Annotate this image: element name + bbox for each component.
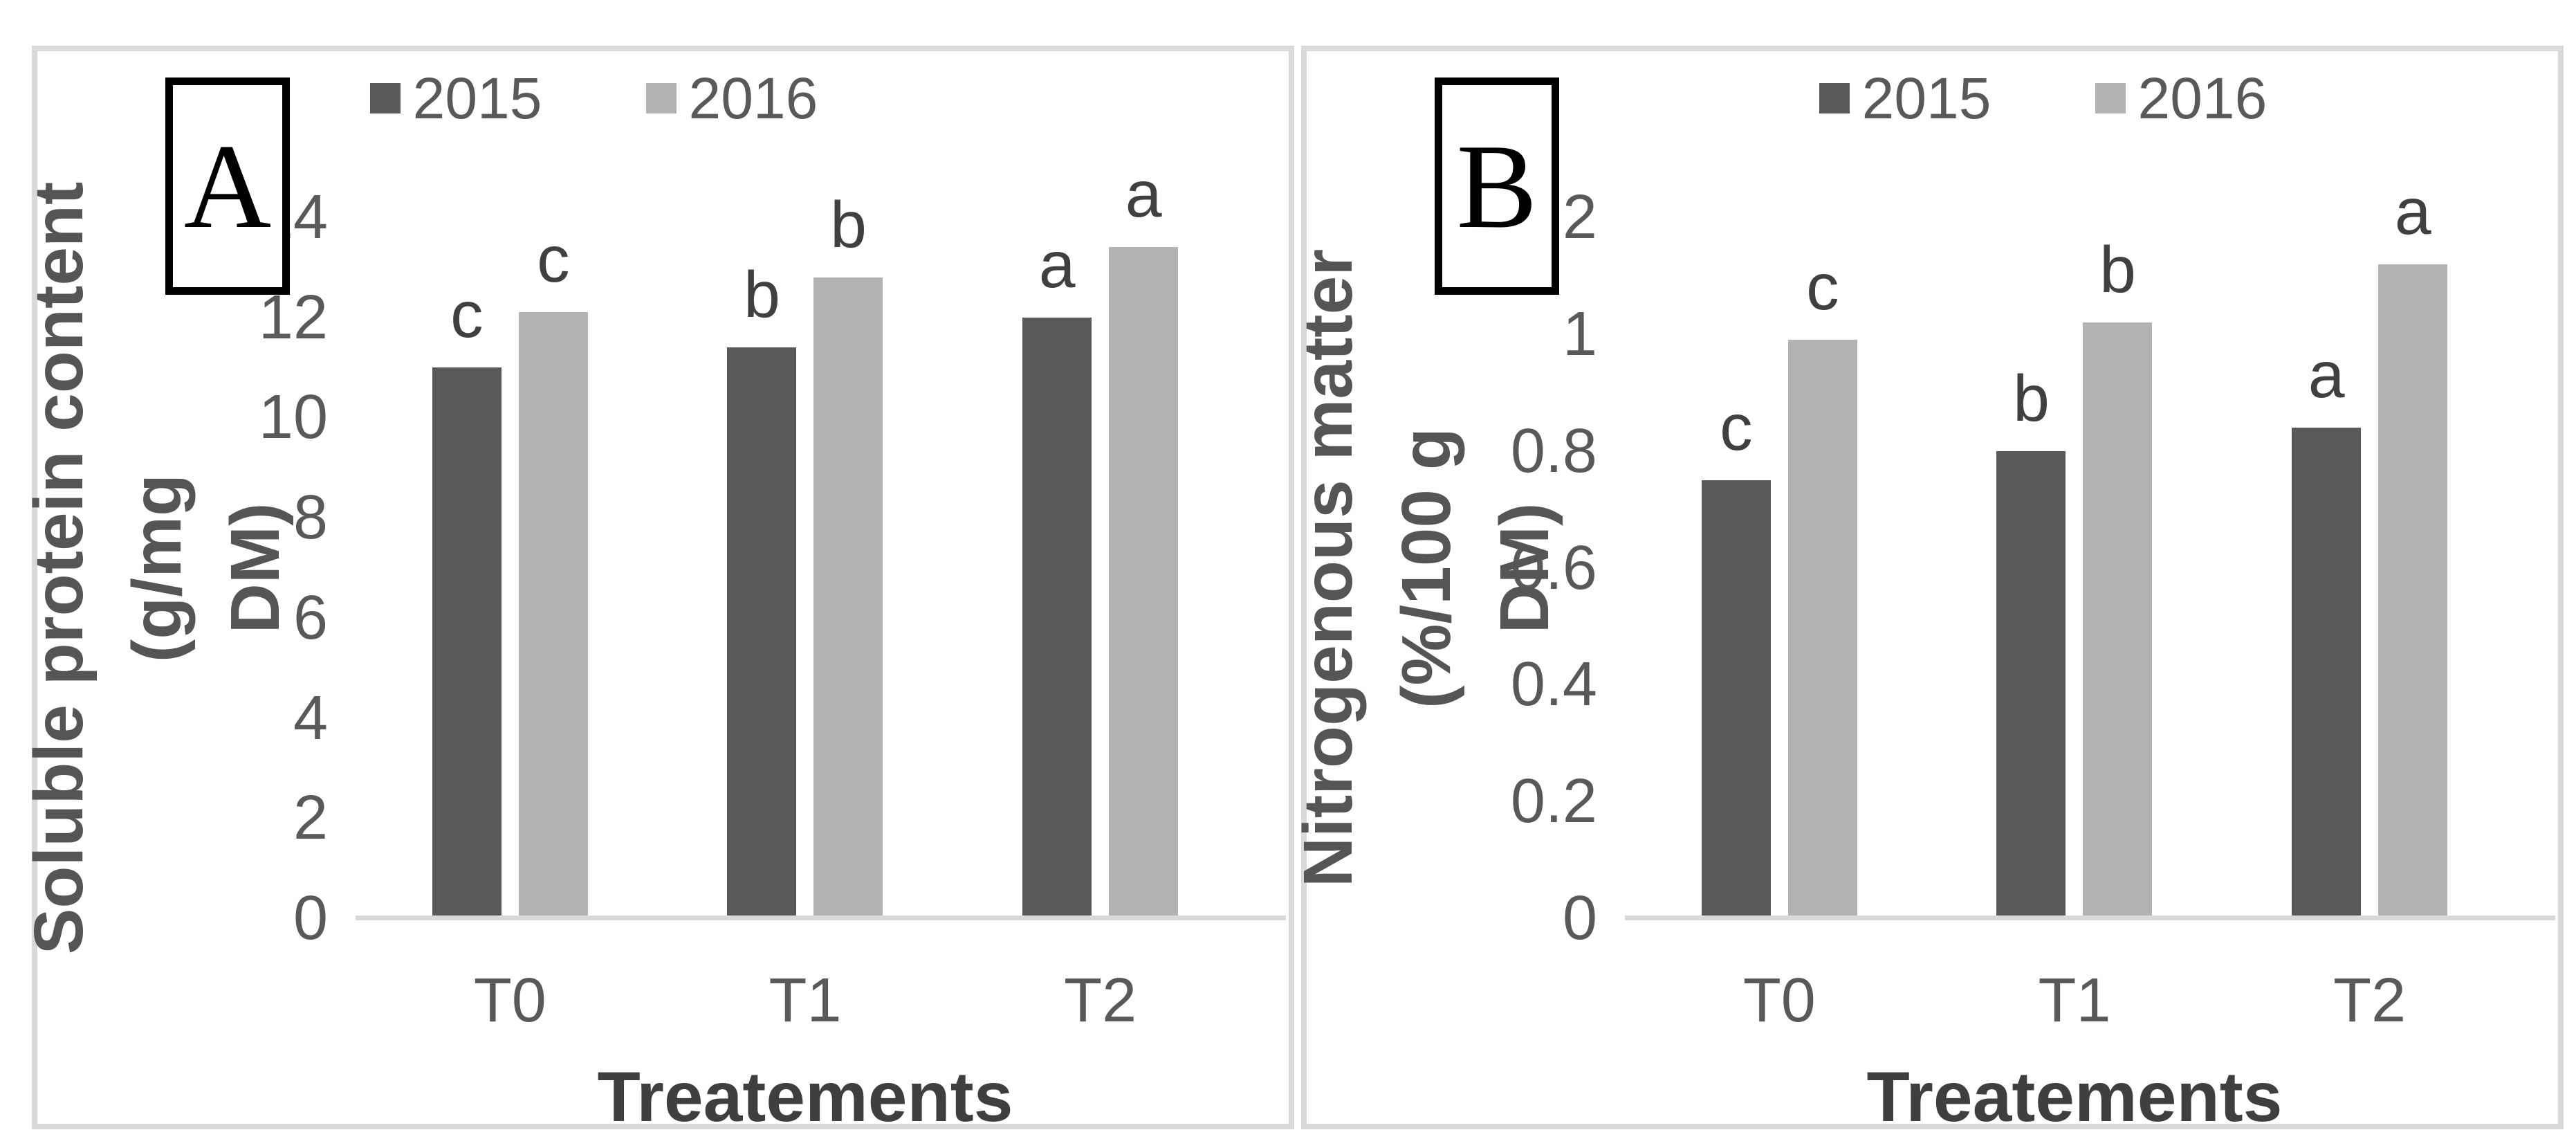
bar-2016-T2 (2378, 264, 2448, 918)
x-category-label: T0 (473, 966, 546, 1035)
bar-2016-T0 (518, 312, 588, 918)
panel-label: A (183, 118, 272, 253)
bar-2016-T2 (1109, 247, 1179, 918)
bar-2015-T0 (432, 367, 502, 918)
y-tick-label: 2 (293, 783, 328, 853)
significance-letter: b (830, 188, 867, 262)
significance-letter: a (1125, 158, 1162, 232)
y-tick-label: 0.2 (1510, 767, 1597, 837)
significance-letter: b (2013, 361, 2050, 435)
bar-2015-T0 (1701, 480, 1771, 918)
x-category-label: T1 (769, 966, 842, 1035)
bar-2016-T0 (1787, 340, 1857, 918)
panel-label-box-b: B (1435, 78, 1559, 295)
bar-slot: a (1022, 217, 1092, 918)
bar-slot: a (2378, 179, 2448, 918)
legend-label: 2015 (1861, 66, 1991, 131)
significance-letter: c (1720, 390, 1753, 464)
legend-item-2015: 2015 (1819, 69, 1991, 127)
legend-swatch-icon (645, 83, 677, 113)
bar-slot: c (432, 217, 502, 918)
x-axis-line-a (356, 915, 1286, 920)
significance-letter: c (450, 278, 484, 352)
legend-swatch-icon (1819, 83, 1850, 113)
panel-label: B (1456, 118, 1538, 253)
bar-2015-T2 (1022, 317, 1092, 918)
legend-swatch-icon (2095, 83, 2126, 113)
legend-label: 2015 (412, 66, 542, 131)
x-category-label: T1 (2038, 966, 2111, 1035)
bar-slot: a (1109, 162, 1179, 918)
panel-b: B 2015 2016 Nitrogenous matter (%/100 g D… (1289, 46, 2564, 1136)
bar-2016-T1 (2083, 322, 2153, 918)
y-tick-label: 8 (293, 483, 328, 553)
legend-label: 2016 (688, 66, 818, 131)
bar-2015-T1 (727, 347, 797, 918)
x-category-label: T2 (2333, 966, 2407, 1035)
x-category-label: T0 (1742, 966, 1816, 1035)
y-axis-ticks-b: 00.20.40.60.811.2 (1445, 186, 1597, 949)
legend-item-2016: 2016 (645, 66, 818, 131)
y-tick-label: 0.4 (1510, 650, 1597, 720)
bar-slot: b (813, 192, 883, 918)
x-axis-title-b: Treatements (1866, 1057, 2283, 1136)
bar-slot: c (1787, 217, 1857, 918)
legend-swatch-icon (369, 83, 401, 113)
panel-label-box-a: A (165, 78, 290, 295)
two-panel-bar-figure: A 2015 2016 Soluble protein content (g/mg… (20, 46, 2564, 1136)
significance-letter: c (1806, 250, 1839, 325)
x-category-labels-b: T0 T1 T2 (1632, 965, 2517, 1048)
bar-2015-T1 (1996, 450, 2066, 918)
bar-slot: b (1996, 217, 2066, 918)
bar-2015-T2 (2292, 427, 2362, 918)
legend-b: 2015 2016 (1417, 69, 2576, 127)
legend-label: 2016 (2137, 66, 2267, 131)
legend-item-2015: 2015 (369, 66, 542, 131)
y-tick-label: 1 (1562, 299, 1597, 369)
y-tick-label: 6 (293, 583, 328, 653)
bar-slot: c (1701, 217, 1771, 918)
y-axis-ticks-a: 0 2 4 6 8 10 12 14 (176, 186, 328, 949)
x-category-label: T2 (1064, 966, 1137, 1035)
y-tick-label: 12 (258, 282, 328, 352)
y-tick-label: 10 (258, 383, 328, 453)
y-tick-label: 0.8 (1510, 416, 1597, 486)
y-tick-label: 0 (293, 884, 328, 953)
y-tick-label: 0 (1562, 884, 1597, 953)
legend-item-2016: 2016 (2095, 69, 2267, 127)
significance-letter: a (1038, 228, 1076, 302)
bar-slot: a (2292, 217, 2362, 918)
bar-slot: c (518, 217, 588, 918)
significance-letter: a (2308, 338, 2345, 412)
bar-slot: b (727, 217, 797, 918)
y-tick-label: 4 (293, 683, 328, 753)
panel-a: A 2015 2016 Soluble protein content (g/mg… (20, 46, 1294, 1136)
y-tick-label: 0.6 (1510, 533, 1597, 603)
significance-letter: b (2099, 233, 2136, 307)
x-category-labels-a: T0 T1 T2 (362, 965, 1248, 1048)
significance-letter: c (537, 223, 570, 297)
legend-a: 2015 2016 (0, 69, 1220, 127)
x-axis-line-b (1625, 915, 2555, 920)
bar-2016-T1 (813, 277, 883, 918)
significance-letter: b (744, 258, 780, 332)
bar-slot: b (2083, 217, 2153, 918)
x-axis-title-a: Treatements (597, 1057, 1013, 1136)
significance-letter: a (2394, 174, 2431, 248)
